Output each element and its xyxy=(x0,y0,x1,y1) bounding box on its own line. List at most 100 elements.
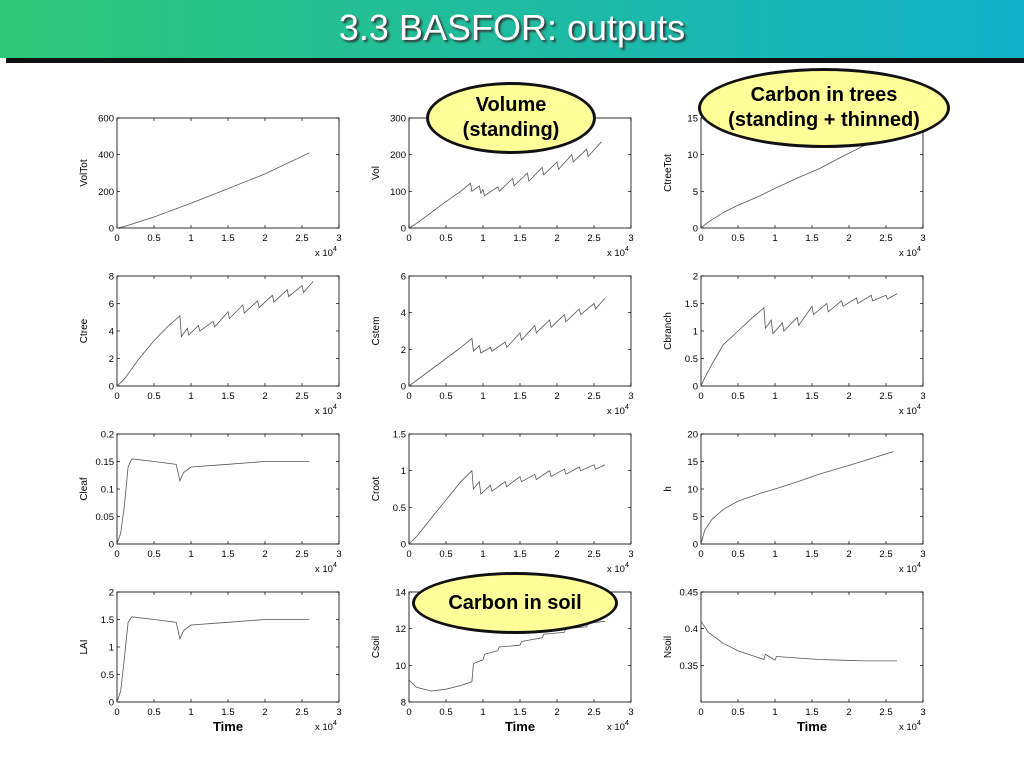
y-axis-label: Cbranch xyxy=(663,312,674,350)
axes-box xyxy=(116,117,340,229)
x-tick-label: 1.5 xyxy=(221,391,234,402)
x-tick-label: 2 xyxy=(554,233,559,244)
callout-carbon-soil: Carbon in soil xyxy=(412,572,618,634)
x-tick-label: 2 xyxy=(262,391,267,402)
x-tick-label: 1 xyxy=(480,391,485,402)
x-tick-label: 2 xyxy=(554,391,559,402)
y-tick-label: 8 xyxy=(109,272,114,283)
axes-box xyxy=(700,591,924,703)
x-tick-label: 2.5 xyxy=(295,707,308,718)
x-tick-label: 1.5 xyxy=(805,707,818,718)
y-tick-label: 0.5 xyxy=(101,670,114,681)
series-line xyxy=(408,464,606,545)
x-multiplier: x 104 xyxy=(607,404,629,417)
title-underline xyxy=(6,58,1024,63)
y-tick-label: 2 xyxy=(401,345,406,356)
x-tick-label: 0 xyxy=(406,233,411,244)
y-axis-label: Nsoil xyxy=(663,636,674,658)
y-tick-label: 0.35 xyxy=(680,661,699,672)
subplot-cstem: 0 0.5 1 1.5 2 2.5 3 0 2 4 6 Cstem x 104 xyxy=(371,272,634,418)
y-axis-label: Ctree xyxy=(79,318,90,343)
y-axis-label: Csoil xyxy=(371,636,382,658)
y-tick-label: 1.5 xyxy=(393,430,406,441)
x-tick-label: 1.5 xyxy=(805,233,818,244)
y-tick-label: 5 xyxy=(693,512,698,523)
x-tick-label: 2.5 xyxy=(295,391,308,402)
y-tick-label: 100 xyxy=(390,187,406,198)
y-tick-label: 6 xyxy=(109,299,114,310)
x-tick-label: 1 xyxy=(188,707,193,718)
x-multiplier: x 104 xyxy=(607,246,629,259)
axes-box xyxy=(408,275,632,387)
x-tick-label: 0.5 xyxy=(439,391,452,402)
axes-box xyxy=(408,433,632,545)
x-tick-label: 1 xyxy=(772,707,777,718)
x-tick-label: 3 xyxy=(628,233,633,244)
x-tick-label: 0 xyxy=(406,391,411,402)
x-multiplier: x 104 xyxy=(899,562,921,575)
x-tick-label: 3 xyxy=(628,707,633,718)
y-tick-label: 1.5 xyxy=(101,615,114,626)
x-tick-label: 1.5 xyxy=(513,391,526,402)
y-tick-label: 0 xyxy=(401,224,406,235)
x-tick-label: 2.5 xyxy=(295,549,308,560)
subplot-h: 0 0.5 1 1.5 2 2.5 3 0 5 10 15 20 h x 104 xyxy=(663,430,926,576)
x-tick-label: 0 xyxy=(114,233,119,244)
subplot-lai: 0 0.5 1 1.5 2 2.5 3 0 0.5 1 1.5 2 LAI x 104 Time xyxy=(79,588,342,735)
series-line xyxy=(116,281,314,387)
axes-box xyxy=(700,433,924,545)
x-tick-label: 0.5 xyxy=(147,707,160,718)
y-tick-label: 0.1 xyxy=(101,485,114,496)
y-tick-label: 600 xyxy=(98,114,114,125)
x-tick-label: 3 xyxy=(920,391,925,402)
x-tick-label: 2 xyxy=(846,391,851,402)
x-tick-label: 3 xyxy=(336,391,341,402)
title-bar: 3.3 BASFOR: outputs xyxy=(0,0,1024,58)
y-tick-label: 1.5 xyxy=(685,299,698,310)
y-tick-label: 0 xyxy=(109,698,114,709)
subplot-cleaf: 0 0.5 1 1.5 2 2.5 3 0 0.05 0.1 0.15 0.2 Cleaf x 104 xyxy=(79,430,342,576)
y-tick-label: 1 xyxy=(693,327,698,338)
x-tick-label: 3 xyxy=(628,549,633,560)
y-tick-label: 0 xyxy=(693,540,698,551)
axes-box xyxy=(116,275,340,387)
x-multiplier: x 104 xyxy=(607,562,629,575)
y-tick-label: 0 xyxy=(401,540,406,551)
x-tick-label: 2 xyxy=(262,233,267,244)
y-tick-label: 8 xyxy=(401,698,406,709)
x-tick-label: 3 xyxy=(336,707,341,718)
x-tick-label: 0.5 xyxy=(731,707,744,718)
axes-box xyxy=(700,275,924,387)
x-multiplier: x 104 xyxy=(315,720,337,733)
x-tick-label: 2 xyxy=(846,707,851,718)
y-tick-label: 15 xyxy=(687,114,698,125)
x-tick-label: 2 xyxy=(846,233,851,244)
y-axis-label: Cstem xyxy=(371,317,382,346)
x-tick-label: 0.5 xyxy=(439,233,452,244)
y-tick-label: 0 xyxy=(109,224,114,235)
y-axis-label: h xyxy=(663,486,674,492)
x-tick-label: 2 xyxy=(262,549,267,560)
x-tick-label: 2.5 xyxy=(879,233,892,244)
x-tick-label: 1 xyxy=(480,707,485,718)
y-tick-label: 4 xyxy=(401,308,406,319)
x-tick-label: 0 xyxy=(406,707,411,718)
x-axis-label: Time xyxy=(505,719,535,734)
y-axis-label: Vol xyxy=(371,166,382,180)
y-tick-label: 2 xyxy=(109,588,114,599)
y-axis-label: Croot xyxy=(371,477,382,502)
y-tick-label: 0.4 xyxy=(685,624,698,635)
subplot-ctree: 0 0.5 1 1.5 2 2.5 3 0 2 4 6 8 Ctree x 104 xyxy=(79,272,342,418)
x-tick-label: 1 xyxy=(772,391,777,402)
x-tick-label: 1 xyxy=(188,391,193,402)
y-tick-label: 0 xyxy=(401,382,406,393)
x-tick-label: 1 xyxy=(772,233,777,244)
y-tick-label: 1 xyxy=(401,466,406,477)
y-tick-label: 2 xyxy=(109,354,114,365)
y-tick-label: 200 xyxy=(390,150,406,161)
x-tick-label: 2 xyxy=(554,549,559,560)
y-tick-label: 0.5 xyxy=(393,503,406,514)
y-tick-label: 15 xyxy=(687,457,698,468)
subplot-voltot: 0 0.5 1 1.5 2 2.5 3 0 200 400 600 VolTot x 104 xyxy=(79,114,342,260)
y-tick-label: 4 xyxy=(109,327,114,338)
